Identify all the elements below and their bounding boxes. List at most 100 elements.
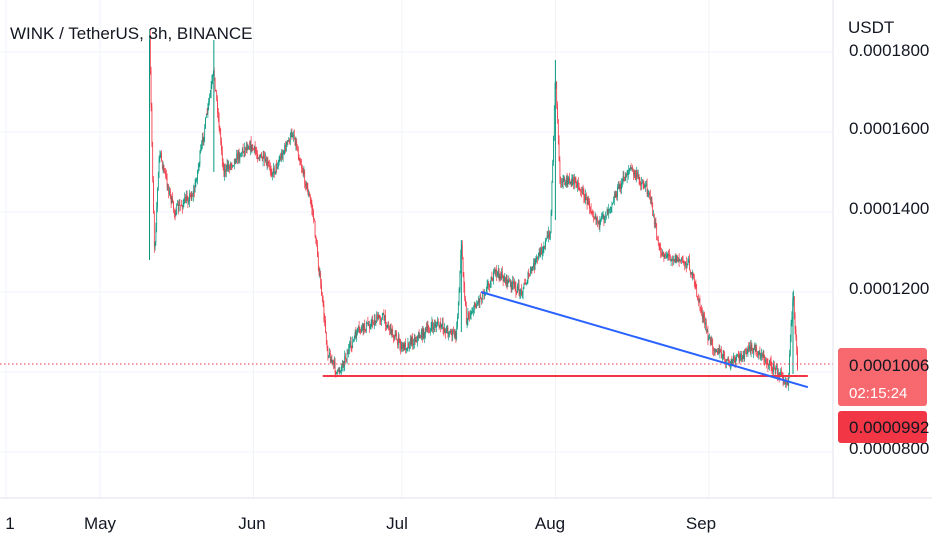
candle-body bbox=[163, 165, 165, 171]
candle-body bbox=[380, 320, 382, 322]
candle-body bbox=[660, 248, 662, 253]
candle-body bbox=[270, 170, 272, 173]
candle-body bbox=[613, 195, 615, 202]
candle-body bbox=[573, 177, 575, 185]
candle-body bbox=[243, 151, 245, 154]
candle-body bbox=[663, 256, 665, 258]
candle-body bbox=[507, 281, 509, 285]
candle-body bbox=[354, 332, 356, 338]
trendline-line bbox=[480, 291, 809, 389]
candle-body bbox=[580, 189, 582, 192]
candle-body bbox=[756, 348, 758, 353]
candle-body bbox=[434, 323, 436, 328]
candle-body bbox=[733, 356, 734, 362]
candle-body bbox=[766, 362, 768, 364]
candle-body bbox=[706, 331, 708, 333]
candle-body bbox=[337, 369, 338, 372]
candle-body bbox=[573, 177, 574, 185]
candle-body bbox=[370, 321, 372, 329]
candle-body bbox=[205, 113, 207, 118]
candle-body bbox=[605, 216, 606, 218]
candle-body bbox=[246, 146, 248, 150]
candle-body bbox=[678, 258, 680, 262]
candle-body bbox=[440, 322, 442, 328]
candle-body bbox=[549, 232, 550, 239]
candle-body bbox=[293, 135, 294, 137]
candle-body bbox=[585, 194, 587, 200]
candle-body bbox=[345, 359, 347, 361]
candle-body bbox=[285, 145, 286, 151]
candle-body bbox=[376, 314, 378, 323]
candle-body bbox=[457, 301, 459, 317]
candle-body bbox=[339, 371, 341, 373]
candle-body bbox=[180, 205, 182, 207]
candle-body bbox=[670, 260, 672, 262]
candle-body bbox=[693, 273, 694, 278]
candle-body bbox=[425, 328, 427, 331]
candle-body bbox=[239, 156, 241, 160]
candle-body bbox=[249, 146, 250, 150]
candle-body bbox=[323, 304, 325, 319]
candle-body bbox=[192, 195, 194, 197]
candle-body bbox=[700, 307, 702, 309]
candle-body bbox=[525, 283, 527, 285]
candle-body bbox=[454, 331, 456, 337]
candle-body bbox=[607, 209, 609, 213]
candle-body bbox=[324, 318, 326, 321]
candle-body bbox=[484, 293, 486, 296]
candle-body bbox=[363, 323, 365, 330]
candle-body bbox=[463, 275, 465, 287]
candle-body bbox=[493, 271, 494, 281]
candle-body bbox=[539, 252, 541, 257]
candle-body bbox=[308, 193, 310, 195]
candle-body bbox=[517, 285, 519, 287]
candle-body bbox=[616, 193, 618, 198]
candle-body bbox=[473, 302, 475, 311]
candle-body bbox=[721, 356, 723, 358]
candle-body bbox=[205, 117, 206, 129]
candle-body bbox=[176, 204, 178, 215]
price-axis[interactable]: USDT 0.0000800 0.0001200 0.0001400 0.000160… bbox=[832, 0, 929, 498]
candle-body bbox=[509, 280, 511, 282]
candle-body bbox=[731, 359, 733, 363]
candle-body bbox=[685, 261, 687, 268]
chart-title: WINK / TetherUS, 3h, BINANCE bbox=[10, 24, 252, 43]
candle-body bbox=[499, 275, 501, 280]
candle-body bbox=[741, 358, 743, 361]
candle-body bbox=[605, 215, 607, 217]
candle-body bbox=[677, 258, 679, 262]
candle-body bbox=[723, 353, 725, 355]
candle-body bbox=[328, 355, 330, 358]
candle-body bbox=[634, 171, 636, 176]
candle-body bbox=[788, 374, 790, 386]
candle-body bbox=[486, 284, 488, 292]
candle-body bbox=[479, 297, 481, 303]
candle-body bbox=[653, 215, 655, 224]
candle-body bbox=[705, 322, 706, 325]
candle-body bbox=[681, 257, 682, 261]
candle-body bbox=[688, 259, 690, 261]
price-marker-value: 0.0000992 bbox=[849, 418, 929, 437]
candle-body bbox=[671, 259, 673, 261]
candle-body bbox=[665, 253, 666, 257]
candle-body bbox=[629, 168, 630, 171]
time-axis[interactable]: 1 May Jun Jul Aug Sep bbox=[0, 497, 932, 533]
candle-body bbox=[639, 179, 641, 185]
candle-body bbox=[581, 191, 582, 193]
candle-body bbox=[613, 201, 614, 204]
candle-body bbox=[643, 185, 645, 188]
candle-body bbox=[593, 217, 595, 219]
candle-body bbox=[204, 128, 206, 137]
candle-body bbox=[633, 171, 635, 176]
candle-body bbox=[626, 173, 628, 178]
candle-body bbox=[488, 282, 490, 285]
y-tick-label: 0.0001400 bbox=[849, 199, 929, 218]
candle-body bbox=[724, 354, 726, 360]
candle-body bbox=[327, 348, 329, 358]
candle-body bbox=[696, 287, 698, 296]
candle-body bbox=[155, 226, 157, 242]
candle-body bbox=[458, 289, 460, 302]
candle-body bbox=[680, 260, 682, 262]
